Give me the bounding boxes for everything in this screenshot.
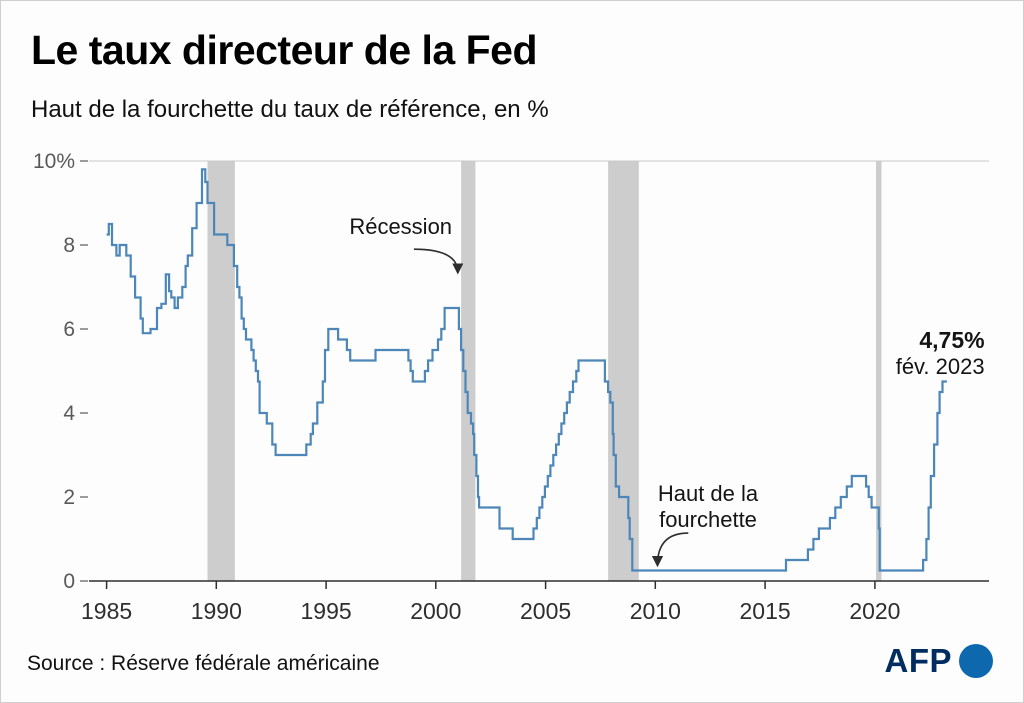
x-tick-label: 2005 [520,598,571,624]
y-tick-label: 2 [63,486,75,509]
y-tick-label: 0 [63,570,75,593]
y-tick-label: 4 [63,402,75,425]
x-tick-label: 1985 [81,598,132,624]
rate-step-line [106,168,947,572]
recession-band [207,161,235,581]
recession-band [876,161,882,581]
afp-logo: AFP [884,642,993,680]
y-tick-label: 10% [33,150,75,173]
x-tick-label: 2010 [630,598,681,624]
recession-annotation: Récession [349,214,452,239]
afp-globe-icon [959,644,993,678]
x-tick-label: 1990 [191,598,242,624]
recession-band [608,161,639,581]
x-tick-label: 2000 [410,598,461,624]
range-top-annotation: Haut de la [658,481,759,506]
range-top-annotation: fourchette [659,507,757,532]
y-tick-label: 6 [63,318,75,341]
annotation-arrow [651,532,689,568]
x-tick-label: 1995 [301,598,352,624]
chart-subtitle: Haut de la fourchette du taux de référen… [31,96,549,123]
y-tick-label: 8 [63,234,75,257]
recession-band [461,161,476,581]
annotation-arrow [413,248,464,275]
x-tick-label: 2015 [740,598,791,624]
x-tick-label: 2020 [849,598,900,624]
chart-title: Le taux directeur de la Fed [31,27,538,73]
latest-value-annotation: fév. 2023 [896,354,985,379]
source-text: Source : Réserve fédérale américaine [27,652,380,675]
latest-value-annotation: 4,75% [919,327,984,353]
afp-logo-text: AFP [884,642,952,679]
